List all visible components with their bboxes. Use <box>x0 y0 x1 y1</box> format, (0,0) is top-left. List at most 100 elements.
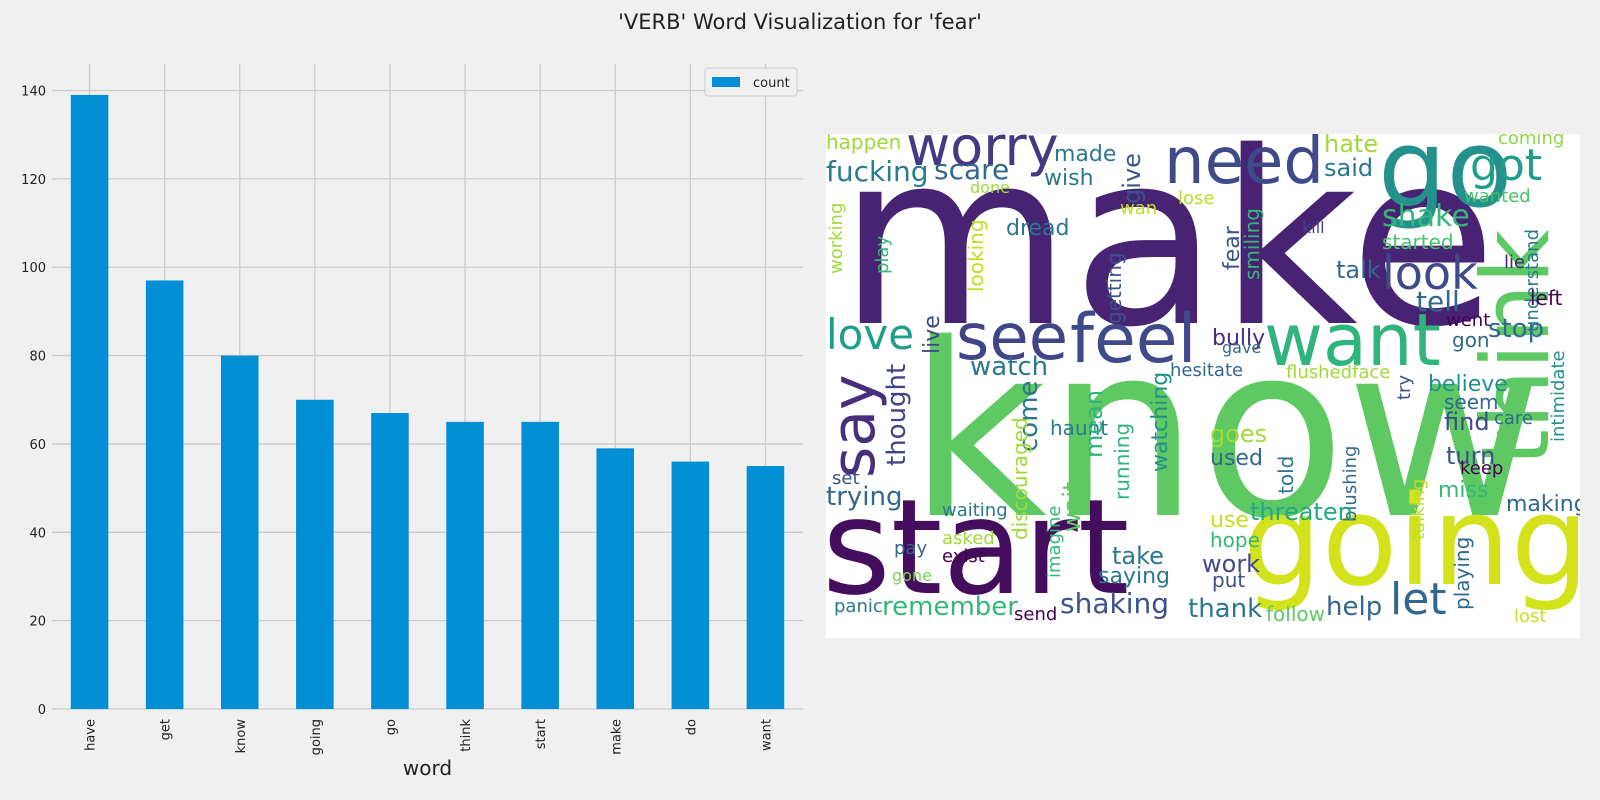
y-tick-label: 0 <box>38 703 46 718</box>
cloud-word: pay <box>894 538 928 559</box>
cloud-word: go <box>1378 134 1513 232</box>
cloud-word: waiting <box>942 500 1008 521</box>
cloud-word: running <box>1110 422 1134 500</box>
bar-going <box>296 399 334 709</box>
cloud-word: wish <box>1044 166 1094 191</box>
cloud-word: feel <box>1070 300 1197 379</box>
cloud-word: made <box>1054 142 1117 167</box>
x-tick-label: make <box>609 719 624 755</box>
cloud-word: look <box>1382 246 1478 300</box>
bar-get <box>145 280 184 709</box>
cloud-word: went <box>1446 310 1491 331</box>
cloud-word: need <box>1164 134 1324 199</box>
cloud-word: going <box>1243 470 1580 614</box>
cloud-word: shaking <box>1060 587 1170 620</box>
cloud-word: know <box>908 292 1543 572</box>
cloud-word: imagine <box>1044 505 1065 578</box>
cloud-word: help <box>1326 592 1383 622</box>
cloud-word: start <box>826 471 1130 625</box>
cloud-word: use <box>1210 508 1249 533</box>
bar-make <box>596 448 635 709</box>
cloud-word: turn <box>1446 442 1496 470</box>
cloud-word: remember <box>882 592 1018 622</box>
cloud-word: see <box>956 301 1069 375</box>
cloud-word: bully <box>1212 326 1266 351</box>
cloud-word: lost <box>1514 606 1547 627</box>
cloud-word: flushedface <box>1286 362 1391 383</box>
figure-title: 'VERB' Word Visualization for 'fear' <box>618 10 982 34</box>
y-tick-label: 20 <box>29 615 46 630</box>
cloud-word: live <box>920 315 945 354</box>
cloud-word: follow <box>1266 602 1325 626</box>
bar-go <box>371 413 409 709</box>
cloud-word: keep <box>1460 458 1504 479</box>
cloud-word: got <box>1470 140 1543 191</box>
cloud-word: threaten <box>1250 498 1353 526</box>
cloud-word: lie <box>1504 252 1526 273</box>
legend: count <box>704 67 798 97</box>
cloud-word: say <box>826 374 889 478</box>
legend-label: count <box>753 76 790 91</box>
y-tick-label: 140 <box>21 85 46 100</box>
cloud-word: watch <box>970 352 1049 382</box>
word-cloud: make know start going go think need worry want fe… <box>826 134 1580 638</box>
bar-do <box>671 461 710 709</box>
cloud-word: watching <box>1148 371 1173 472</box>
cloud-word: talking <box>1408 478 1429 540</box>
y-tick-label: 100 <box>21 261 46 276</box>
cloud-word: work <box>1202 550 1261 578</box>
cloud-word: asked <box>942 528 995 549</box>
cloud-word: love <box>826 310 915 359</box>
cloud-word: wanted <box>1464 186 1531 207</box>
legend-swatch <box>712 77 740 87</box>
cloud-word: making <box>1506 492 1580 517</box>
cloud-word: exist <box>942 546 985 567</box>
cloud-word: said <box>1324 154 1374 182</box>
cloud-word: saying <box>1098 564 1170 589</box>
cloud-word: shake <box>1382 199 1470 234</box>
cloud-word: dread <box>1006 216 1070 241</box>
cloud-word: find <box>1444 408 1490 436</box>
y-tick-label: 80 <box>29 350 46 365</box>
cloud-word: scare <box>934 153 1010 186</box>
x-axis-label: word <box>403 756 452 780</box>
cloud-word: panic <box>834 596 883 617</box>
cloud-word: understand <box>1522 228 1543 332</box>
cloud-word: try <box>1394 374 1415 400</box>
cloud-word: hope <box>1210 528 1260 552</box>
y-tick-label: 120 <box>21 173 46 188</box>
cloud-word: wan <box>1120 198 1158 219</box>
legend-frame <box>704 67 798 97</box>
cloud-word: play <box>872 235 893 274</box>
cloud-word: told <box>1274 455 1298 494</box>
cloud-word: send <box>1014 604 1058 625</box>
y-tick-label: 40 <box>29 526 46 541</box>
x-tick-label: start <box>534 719 549 749</box>
cloud-word: seem <box>1444 390 1499 414</box>
cloud-word: worry <box>906 134 1059 178</box>
cloud-word: coming <box>1498 134 1565 149</box>
cloud-word: put <box>1212 568 1246 592</box>
x-tick-label: go <box>384 719 399 735</box>
cloud-word: looking <box>964 219 988 292</box>
cloud-word: done <box>970 178 1010 197</box>
cloud-word: working <box>826 202 847 274</box>
cloud-word: started <box>1382 230 1454 254</box>
x-tick-label: going <box>309 719 324 755</box>
cloud-word: hate <box>1324 134 1379 158</box>
cloud-word: stop <box>1488 314 1545 344</box>
cloud-word: want <box>1264 298 1441 382</box>
bar-have <box>70 94 109 709</box>
cloud-word: take <box>1112 542 1164 570</box>
cloud-word: thank <box>1188 594 1263 624</box>
cloud-word: goes <box>1210 420 1268 448</box>
bar-want <box>746 466 785 709</box>
cloud-word: playing <box>1450 536 1474 610</box>
cloud-word: set <box>832 468 860 489</box>
cloud-word: smiling <box>1240 208 1264 280</box>
cloud-word: kill <box>1302 218 1325 237</box>
cloud-word: miss <box>1438 478 1489 503</box>
cloud-word: intimidate <box>1548 350 1569 442</box>
cloud-word: fucking <box>826 155 929 188</box>
